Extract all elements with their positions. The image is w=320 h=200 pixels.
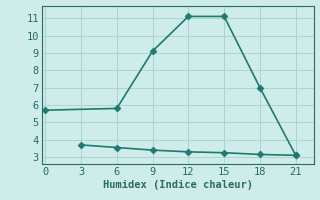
X-axis label: Humidex (Indice chaleur): Humidex (Indice chaleur) (103, 180, 252, 190)
